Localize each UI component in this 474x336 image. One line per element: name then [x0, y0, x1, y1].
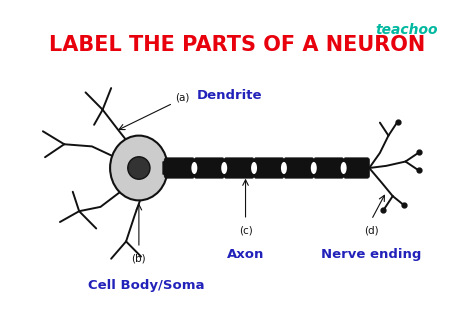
- Ellipse shape: [311, 162, 317, 174]
- FancyBboxPatch shape: [283, 158, 314, 178]
- Ellipse shape: [110, 136, 168, 200]
- Text: (d): (d): [364, 225, 379, 235]
- Text: (a): (a): [175, 92, 190, 102]
- Text: Axon: Axon: [227, 248, 264, 261]
- FancyBboxPatch shape: [224, 158, 255, 178]
- FancyBboxPatch shape: [313, 158, 344, 178]
- Text: (b): (b): [132, 254, 146, 263]
- Ellipse shape: [251, 162, 257, 174]
- Text: teachoo: teachoo: [375, 23, 438, 37]
- Text: Cell Body/Soma: Cell Body/Soma: [88, 280, 204, 292]
- FancyBboxPatch shape: [254, 158, 284, 178]
- FancyBboxPatch shape: [343, 158, 370, 178]
- Ellipse shape: [128, 157, 150, 179]
- FancyBboxPatch shape: [164, 158, 195, 178]
- Ellipse shape: [191, 162, 197, 174]
- Text: LABEL THE PARTS OF A NEURON: LABEL THE PARTS OF A NEURON: [49, 35, 425, 55]
- Ellipse shape: [221, 162, 227, 174]
- Ellipse shape: [341, 162, 346, 174]
- Text: Dendrite: Dendrite: [196, 89, 262, 102]
- Ellipse shape: [281, 162, 287, 174]
- Text: Nerve ending: Nerve ending: [321, 248, 421, 261]
- Text: (c): (c): [238, 225, 253, 235]
- FancyBboxPatch shape: [194, 158, 225, 178]
- PathPatch shape: [162, 160, 167, 176]
